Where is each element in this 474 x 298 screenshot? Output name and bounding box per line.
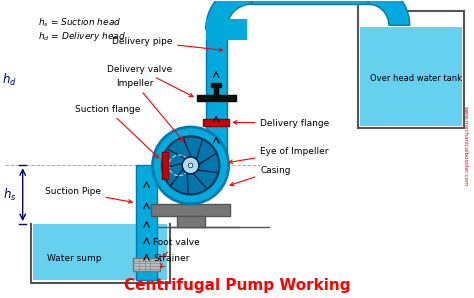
- Text: $h_s$: $h_s$: [3, 187, 17, 203]
- Text: $h_d$ = Delivery head: $h_d$ = Delivery head: [37, 30, 126, 43]
- Text: Delivery flange: Delivery flange: [233, 119, 329, 128]
- Bar: [214, 85, 218, 95]
- Bar: [203, 119, 229, 125]
- Text: $h_d$: $h_d$: [2, 72, 17, 88]
- Bar: [206, 30, 227, 165]
- Circle shape: [153, 127, 228, 204]
- Bar: [151, 204, 230, 215]
- Bar: [252, 0, 399, 4]
- Bar: [157, 155, 172, 176]
- Text: Delivery pipe: Delivery pipe: [111, 37, 222, 52]
- Bar: [133, 258, 160, 271]
- Text: Impeller: Impeller: [117, 79, 183, 141]
- Bar: [162, 152, 168, 179]
- Circle shape: [162, 136, 219, 195]
- Text: Foot valve: Foot valve: [154, 238, 200, 257]
- Bar: [136, 165, 157, 280]
- Text: Water sump: Water sump: [47, 254, 102, 263]
- Bar: [33, 224, 167, 280]
- Circle shape: [188, 163, 193, 168]
- Text: Casing: Casing: [230, 166, 291, 186]
- Text: Eye of Impeller: Eye of Impeller: [229, 147, 328, 164]
- Text: Suction flange: Suction flange: [74, 105, 159, 158]
- Bar: [177, 215, 204, 227]
- Text: Suction Pipe: Suction Pipe: [45, 187, 132, 203]
- Bar: [211, 83, 221, 87]
- Polygon shape: [368, 0, 410, 25]
- Bar: [360, 27, 462, 125]
- Text: Over head water tank: Over head water tank: [370, 74, 462, 83]
- Polygon shape: [206, 0, 252, 30]
- Text: Centrifugal Pump Working: Centrifugal Pump Working: [124, 278, 350, 293]
- Bar: [206, 19, 247, 40]
- Text: www.mechanicalbooster.com: www.mechanicalbooster.com: [463, 106, 468, 187]
- Text: $h_s$ = Suction head: $h_s$ = Suction head: [37, 16, 121, 29]
- Circle shape: [182, 157, 199, 174]
- Text: Strainer: Strainer: [154, 254, 190, 267]
- Text: Delivery valve: Delivery valve: [107, 65, 193, 97]
- Bar: [197, 95, 236, 101]
